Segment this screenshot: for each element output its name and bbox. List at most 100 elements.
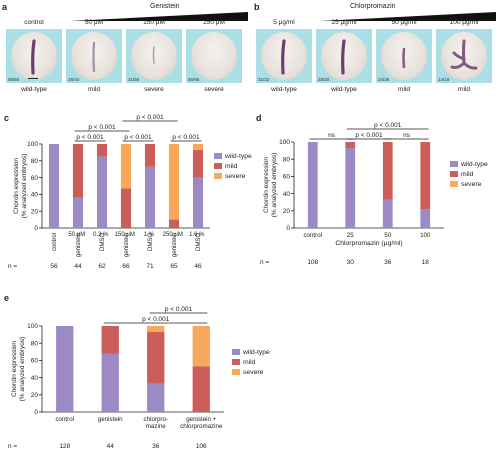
bar-segment-wild-type — [144, 166, 156, 228]
condition-label: 25 μg/ml — [331, 19, 357, 26]
sample-size-value: 56 — [50, 263, 58, 270]
bar-segment-mild — [147, 332, 165, 384]
panel-b-dose-wedge — [320, 12, 496, 21]
bar-segment-wild-type — [72, 197, 84, 228]
embryo-count: 25/44 — [68, 77, 80, 82]
y-axis-label: Chordin expression(% analyzed embryos) — [13, 154, 28, 219]
y-tick-label: 100 — [27, 323, 38, 330]
legend-label: mild — [243, 359, 256, 366]
embryo-tile: 55/65 250 μM severe — [186, 19, 242, 93]
y-tick-label: 100 — [27, 141, 38, 148]
phenotype-label: mild — [458, 86, 470, 93]
panel-a-letter: a — [2, 2, 8, 12]
bar-segment-wild-type — [56, 326, 74, 412]
x-category-label: genistein — [172, 233, 178, 257]
bar-segment-wild-type — [48, 144, 60, 228]
embryo-tile: 55/56 control wild-type — [6, 19, 62, 93]
condition-label: 5 μg/ml — [273, 19, 295, 26]
condition-label: 250 μM — [203, 19, 225, 26]
phenotype-label: wild-type — [331, 86, 357, 93]
embryo-count: 24/36 — [378, 77, 390, 82]
sample-size-value: 71 — [146, 263, 154, 270]
panel-a-treatment-title: Genistein — [150, 3, 180, 10]
legend-label: wild-type — [242, 349, 270, 356]
sample-size-value: 106 — [196, 443, 207, 450]
sample-size-value: 18 — [422, 259, 430, 266]
embryo-stain — [341, 39, 346, 75]
significance-label: p < 0.001 — [355, 132, 383, 139]
y-tick-label: 20 — [31, 392, 39, 399]
embryo-tile: 25/44 50 μM mild — [66, 19, 122, 93]
panel-b-treatment-title: Chlorpromazin — [350, 3, 396, 10]
x-category-label: genistein — [98, 416, 123, 423]
condition-label: 50 μM — [84, 19, 104, 26]
bar-segment-wild-type — [147, 383, 165, 412]
embryo-count: 55/56 — [8, 77, 20, 82]
x-category-label: chlorpromazine — [180, 423, 223, 430]
y-axis-label: Chordin expression(% analyzed embryos) — [11, 337, 26, 402]
x-category-label: control — [303, 232, 322, 239]
sample-size-value: 44 — [107, 443, 115, 450]
significance-label: p < 0.001 — [172, 134, 200, 141]
significance-label: ns — [403, 132, 411, 139]
panel-b-letter: b — [254, 2, 260, 12]
sample-size-value: 46 — [194, 263, 202, 270]
significance-label: p < 0.001 — [374, 122, 402, 129]
bar-segment-mild — [382, 142, 393, 200]
legend-label: severe — [225, 173, 246, 180]
legend-swatch — [450, 161, 458, 167]
bar-segment-mild — [72, 144, 84, 198]
significance-label: p < 0.001 — [124, 134, 152, 141]
legend-swatch — [232, 369, 240, 375]
sample-size-label: n = — [8, 443, 17, 450]
x-category-label: DMSO — [196, 233, 202, 251]
x-category-label: mazine — [146, 423, 167, 430]
bar-segment-wild-type — [345, 148, 356, 228]
bar-segment-mild — [101, 326, 119, 354]
embryo-count: 31/32 — [258, 77, 270, 82]
embryo-count: 14/18 — [438, 77, 450, 82]
legend-label: wild-type — [224, 153, 252, 160]
y-tick-label: 80 — [31, 158, 39, 165]
embryo-image-background: 25/44 — [66, 29, 122, 83]
phenotype-label: mild — [398, 86, 410, 93]
y-tick-label: 60 — [31, 175, 39, 182]
legend-swatch — [214, 163, 222, 169]
significance-label: p < 0.001 — [165, 306, 193, 313]
y-tick-label: 40 — [31, 375, 39, 382]
panel-letter: d — [256, 113, 262, 123]
embryo-stain — [92, 41, 96, 73]
bar-segment-severe — [147, 326, 165, 333]
embryo-stain — [450, 39, 478, 70]
scale-bar — [28, 78, 38, 79]
bar-segment-wild-type — [192, 177, 204, 228]
legend-label: wild-type — [460, 161, 488, 168]
panel-letter: e — [4, 293, 9, 303]
embryo-image-background: 28/30 — [316, 29, 372, 83]
bar-segment-severe — [168, 144, 180, 220]
legend-swatch — [232, 359, 240, 365]
y-axis-label: Chordin expression(% analyzed embryos) — [263, 153, 278, 218]
condition-label: 150 μM — [143, 19, 165, 26]
bar-segment-severe — [120, 144, 132, 189]
y-tick-label: 20 — [31, 208, 39, 215]
bar-segment-wild-type — [101, 353, 119, 412]
condition-label: 50 μg/ml — [391, 19, 417, 26]
embryo-count: 31/66 — [128, 77, 140, 82]
x-category-label: control — [55, 416, 74, 423]
bar-segment-mild — [96, 144, 108, 157]
bar-segment-wild-type — [307, 142, 318, 228]
bar-segment-mild — [144, 144, 156, 167]
embryo-stain — [152, 46, 155, 64]
embryo-image-background: 31/66 — [126, 29, 182, 83]
panel-c-stacked-bar-chart: c 0 20 40 60 80 100 Chordin expression(% analyz… — [4, 113, 252, 270]
significance-label: p < 0.001 — [76, 134, 104, 141]
panel-letter: c — [4, 113, 9, 123]
x-category-label: control — [52, 233, 58, 251]
x-category-label: DMSO — [100, 233, 106, 251]
y-tick-label: 40 — [283, 191, 291, 198]
embryo-stain — [186, 29, 242, 83]
embryo-image-background: 31/32 — [256, 29, 312, 83]
